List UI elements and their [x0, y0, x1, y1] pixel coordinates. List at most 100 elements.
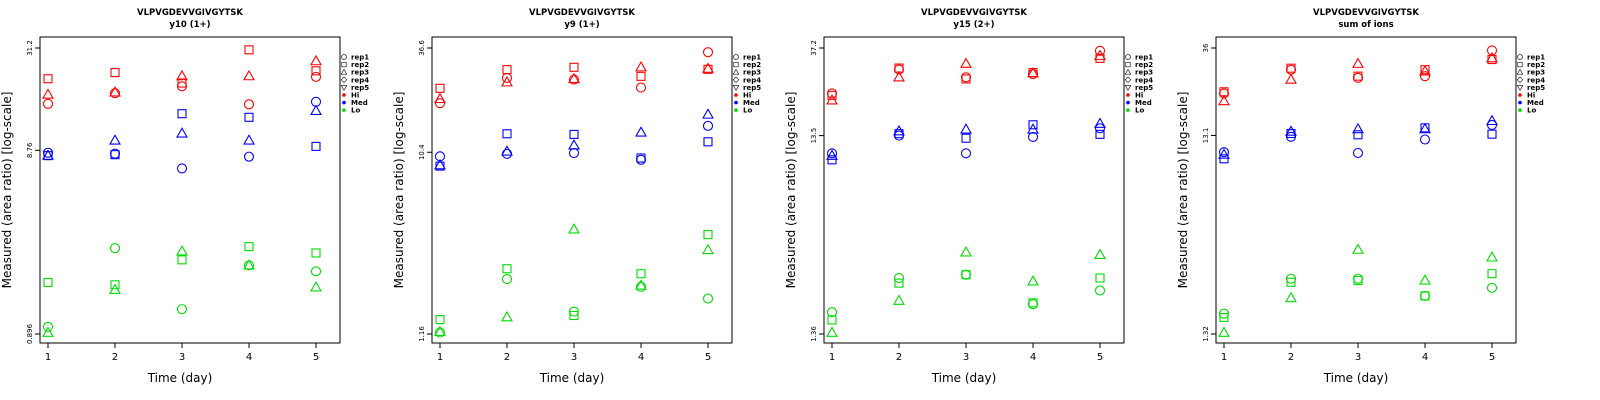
- x-tick-label: 2: [896, 352, 902, 363]
- legend-marker-rep3: [1516, 68, 1524, 75]
- legend-label: rep4: [351, 76, 369, 84]
- y-axis-label: Measured (area ratio) [log-scale]: [0, 92, 14, 289]
- legend-label: rep2: [351, 61, 369, 69]
- legend-marker-rep2: [733, 62, 739, 68]
- y-tick-label: 8.76: [26, 142, 34, 158]
- data-point-hi-rep2: [569, 62, 579, 72]
- data-point-hi-rep2: [1286, 63, 1296, 73]
- legend-label: rep3: [1527, 69, 1545, 77]
- data-point-lo-rep3: [1027, 275, 1039, 286]
- chart-title: VLPVGDEVVGIVGYTSK: [529, 8, 635, 18]
- data-point-hi-rep3: [1419, 64, 1431, 76]
- legend-label: rep1: [743, 54, 761, 62]
- data-point-hi-rep2: [703, 64, 713, 74]
- data-point-lo-rep1: [501, 274, 513, 285]
- data-point-lo-rep2: [502, 264, 512, 274]
- y-tick-label: 13.1: [1202, 128, 1210, 144]
- data-point-med-rep3: [434, 158, 446, 170]
- data-point-med-rep3: [635, 126, 647, 137]
- plot-frame: [823, 36, 1125, 344]
- data-point-med-rep3: [826, 149, 838, 160]
- data-point-lo-rep2: [1219, 312, 1229, 322]
- data-point-lo-rep2: [177, 255, 187, 265]
- data-point-lo-rep1: [310, 266, 322, 277]
- y-axis-label: Measured (area ratio) [log-scale]: [1176, 92, 1190, 289]
- data-point-lo-rep2: [961, 270, 971, 280]
- data-point-hi-rep3: [702, 62, 714, 73]
- legend-label: Lo: [1135, 107, 1144, 115]
- legend-label: Med: [351, 99, 368, 107]
- data-point-med-rep2: [569, 129, 579, 139]
- y-tick-label: 31.2: [26, 40, 34, 56]
- data-point-lo-rep1: [109, 243, 121, 254]
- data-point-med-rep3: [176, 127, 188, 138]
- data-point-hi-rep3: [1352, 57, 1364, 68]
- chart-panel-1: VLPVGDEVVGIVGYTSK y10 (1+) 1 2 3 4 5 0.896 8.76 3…: [0, 8, 369, 385]
- legend-marker-lo: [1518, 108, 1522, 112]
- legend-marker-rep4: [1516, 76, 1524, 83]
- data-point-lo-rep3: [310, 280, 322, 292]
- data-point-med-rep1: [702, 120, 714, 131]
- x-tick-label: 4: [1422, 352, 1428, 363]
- y-tick-label: 1.32: [1202, 326, 1210, 342]
- data-point-med-rep1: [1027, 131, 1039, 142]
- x-tick-label: 5: [1097, 352, 1103, 363]
- legend-marker-lo: [1126, 108, 1130, 112]
- data-point-hi-rep1: [702, 47, 714, 58]
- data-point-hi-rep1: [1486, 45, 1498, 56]
- x-axis-label: Time (day): [147, 371, 213, 385]
- x-tick-label: 5: [705, 352, 711, 363]
- data-point-lo-rep3: [1285, 291, 1297, 303]
- data-point-lo-rep2: [703, 230, 713, 240]
- data-point-lo-rep2: [1095, 273, 1105, 283]
- legend-marker-rep5: [1124, 85, 1132, 91]
- data-point-hi-rep1: [635, 82, 647, 93]
- data-point-lo-rep2: [110, 280, 120, 290]
- data-point-hi-rep3: [635, 60, 647, 72]
- data-point-lo-rep1: [826, 307, 838, 318]
- data-point-med-rep1: [176, 163, 188, 174]
- data-point-med-rep3: [702, 108, 714, 119]
- x-tick-label: 2: [1288, 352, 1294, 363]
- data-point-lo-rep3: [243, 259, 255, 270]
- data-point-hi-rep3: [568, 72, 580, 84]
- legend-marker-rep4: [732, 76, 740, 83]
- legend-label: rep2: [1135, 61, 1153, 69]
- data-point-hi-rep3: [434, 92, 446, 104]
- data-point-lo-rep3: [702, 243, 714, 255]
- x-tick-label: 4: [246, 352, 252, 363]
- data-point-hi-rep3: [109, 85, 121, 97]
- y-axis-label: Measured (area ratio) [log-scale]: [784, 92, 798, 289]
- x-tick-label: 1: [1221, 352, 1227, 363]
- data-point-lo-rep3: [1352, 243, 1364, 254]
- data-point-hi-rep3: [960, 57, 972, 68]
- data-point-med-rep1: [960, 148, 972, 159]
- legend-marker-rep2: [1125, 62, 1131, 68]
- data-point-lo-rep1: [893, 272, 905, 284]
- y-tick-label: 1.36: [810, 326, 818, 342]
- plot-frame: [39, 36, 341, 344]
- data-point-med-rep1: [568, 148, 580, 159]
- chart-title: VLPVGDEVVGIVGYTSK: [1313, 8, 1419, 18]
- x-axis-label: Time (day): [539, 371, 605, 385]
- data-point-hi-rep1: [960, 72, 972, 83]
- data-point-hi-rep3: [1027, 66, 1039, 78]
- data-point-lo-rep2: [636, 269, 646, 279]
- plot-frame: [1215, 36, 1517, 344]
- legend-label: rep3: [743, 69, 761, 77]
- data-point-lo-rep3: [1486, 251, 1498, 262]
- legend-marker-rep3: [732, 68, 740, 75]
- data-point-lo-rep1: [960, 269, 972, 280]
- data-point-lo-rep3: [960, 245, 972, 257]
- data-point-lo-rep3: [1419, 274, 1431, 285]
- legend-label: Med: [1135, 99, 1152, 107]
- data-point-lo-rep2: [1353, 275, 1363, 286]
- chart-panel-3: VLPVGDEVVGIVGYTSK y15 (2+) 1 2 3 4 5 1.36 13.5 37…: [784, 8, 1153, 385]
- data-point-med-rep1: [826, 148, 838, 159]
- chart-title: VLPVGDEVVGIVGYTSK: [921, 8, 1027, 18]
- legend-marker-rep5: [1516, 85, 1524, 91]
- data-point-med-rep2: [1028, 120, 1038, 130]
- data-point-lo-rep1: [1352, 273, 1364, 284]
